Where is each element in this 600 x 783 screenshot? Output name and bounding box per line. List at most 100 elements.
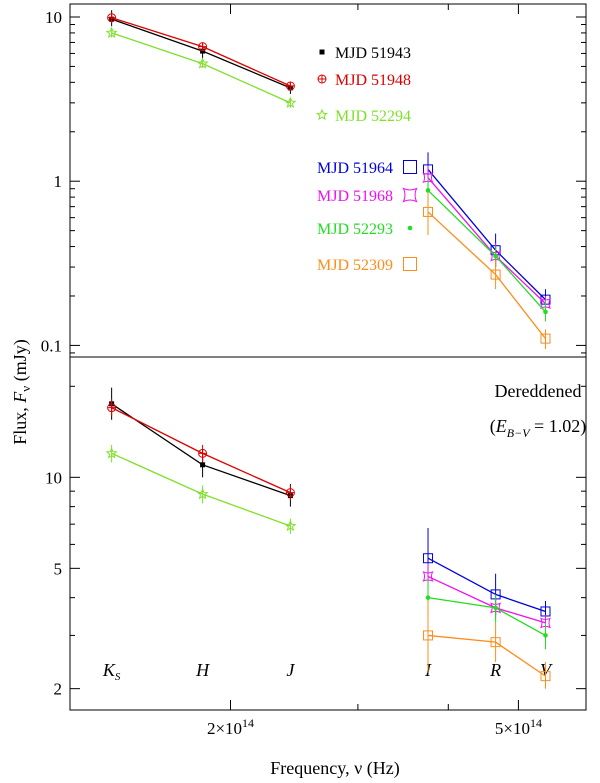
legend-label: MJD 51964: [317, 160, 393, 177]
x-tick-label: 2×1014: [207, 716, 254, 738]
plot-frame: [69, 3, 587, 711]
marker-dot: [493, 253, 498, 259]
series-mjd-52294: [105, 444, 297, 534]
y-tick-label: 0.1: [41, 336, 62, 355]
y-tick-label: 1: [54, 172, 63, 191]
legend-entry: MJD 51964: [317, 160, 417, 177]
series-line: [427, 211, 547, 340]
marker-square-open: [423, 553, 434, 564]
marker-star: [284, 519, 297, 532]
legend-label: MJD 51968: [317, 188, 393, 205]
marker-star: [196, 57, 209, 69]
band-label-v: V: [540, 660, 553, 680]
marker-dot: [493, 605, 498, 611]
series-mjd-51943: [109, 10, 293, 94]
x-tick-mantissa: 5×10: [495, 719, 530, 738]
ebv-sub: B−V: [507, 426, 531, 440]
marker-star: [196, 487, 209, 500]
marker-square-open: [490, 637, 501, 648]
marker-square-concave: [402, 187, 418, 203]
dereddened-label: Dereddened: [495, 381, 582, 401]
series-line: [427, 168, 546, 301]
series-mjd-51948: [107, 398, 295, 501]
y-tick-label: 2: [54, 680, 63, 699]
marker-square-open: [423, 206, 434, 217]
band-letter: H: [195, 660, 210, 680]
series-mjd-51968: [422, 563, 551, 632]
y-axis-label-main: Flux,: [10, 403, 30, 445]
marker-plus: [286, 488, 295, 497]
band-label-h: H: [195, 660, 210, 680]
data-series: [105, 10, 551, 689]
y-tick-label: 10: [45, 468, 62, 487]
marker-square-concave: [422, 172, 434, 184]
ebv-value: = 1.02): [530, 416, 587, 437]
series-line: [427, 189, 546, 313]
marker-dot: [425, 188, 431, 193]
ebv-var: E: [495, 416, 507, 436]
series-mjd-52293: [425, 579, 548, 650]
x-tick-label: 5×1014: [495, 716, 542, 738]
series-mjd-52293: [425, 177, 548, 322]
series-line: [427, 634, 546, 677]
band-label-ks: KS: [102, 660, 121, 683]
band-letter: J: [286, 660, 295, 680]
y-axis-label-var: F: [10, 391, 30, 404]
legend-entry: MJD 51968: [317, 187, 418, 205]
marker-plus: [198, 449, 207, 458]
band-label-r: R: [489, 660, 501, 680]
marker-square-filled: [319, 49, 325, 55]
panel-dereddened: [105, 387, 551, 689]
legend-entry: MJD 51943: [319, 45, 411, 62]
y-axis-label-unit: (mJy): [10, 339, 31, 386]
x-tick-mantissa: 2×10: [207, 719, 242, 738]
y-tick-label: 5: [54, 559, 63, 578]
marker-square-concave: [539, 297, 551, 309]
band-letter: K: [102, 660, 116, 680]
marker-star: [105, 447, 118, 459]
marker-square-concave: [539, 617, 551, 629]
legend-label: MJD 51943: [335, 45, 411, 62]
panel-observed: [105, 10, 551, 350]
marker-square-open: [423, 630, 434, 641]
legend-entry: MJD 52294: [315, 108, 411, 125]
legend-entry: MJD 52309: [317, 257, 417, 274]
marker-dot: [543, 309, 548, 315]
x-tick-exponent: 14: [242, 716, 254, 730]
band-letter: R: [489, 660, 501, 680]
band-label-j: J: [286, 660, 295, 680]
marker-plus: [107, 13, 116, 22]
marker-square-open: [403, 257, 417, 271]
marker-plus: [198, 42, 207, 51]
legend-entry: MJD 52293: [317, 221, 413, 238]
legend-label: MJD 52309: [317, 257, 393, 274]
series-mjd-51964: [423, 152, 551, 312]
marker-plus: [286, 82, 295, 91]
legend-label: MJD 52293: [317, 221, 393, 238]
marker-dot: [543, 633, 548, 638]
y-axis-label: Flux, Fν (mJy): [10, 339, 33, 444]
series-mjd-51943: [109, 387, 293, 507]
series-mjd-52309: [423, 192, 551, 350]
band-subscript: S: [115, 671, 121, 683]
series-mjd-51948: [107, 12, 295, 91]
band-letter: V: [540, 660, 553, 680]
marker-star: [105, 26, 118, 39]
marker-square-open: [490, 269, 501, 280]
marker-dot: [407, 225, 413, 231]
marker-dot: [425, 595, 431, 600]
marker-plus: [107, 403, 116, 412]
ebv-open: (: [490, 416, 496, 437]
marker-square-concave: [422, 570, 434, 582]
legend: MJD 51943 MJD 51948 MJD 52294 MJD 51964 MJD …: [315, 45, 418, 274]
marker-square-open: [403, 160, 417, 174]
legend-label: MJD 52294: [335, 108, 411, 125]
x-axis-label: Frequency, ν (Hz): [270, 758, 399, 779]
marker-star: [284, 96, 297, 108]
marker-square-filled: [200, 462, 206, 468]
series-mjd-52294: [105, 26, 297, 108]
band-labels: KSHJIRV: [102, 660, 553, 683]
series-mjd-52309: [423, 600, 551, 689]
